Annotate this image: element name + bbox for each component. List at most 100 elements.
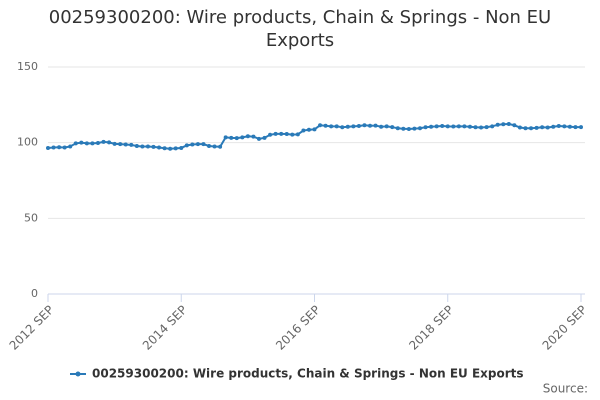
- point: [207, 143, 212, 148]
- point: [467, 124, 472, 129]
- point: [495, 122, 500, 127]
- point: [90, 141, 95, 146]
- point: [84, 141, 89, 146]
- point: [251, 134, 256, 139]
- point: [312, 127, 317, 132]
- point: [540, 125, 545, 130]
- legend-marker: [75, 371, 81, 377]
- point: [68, 144, 73, 149]
- point: [551, 124, 556, 129]
- point: [123, 142, 128, 147]
- point: [46, 145, 50, 150]
- point: [79, 140, 84, 145]
- point: [423, 125, 428, 130]
- point: [562, 124, 567, 129]
- x-tick-label: 2012 SEP: [7, 303, 57, 353]
- point: [301, 128, 306, 133]
- x-tick-label: 2018 SEP: [406, 303, 456, 353]
- point: [340, 125, 345, 130]
- point: [534, 125, 539, 130]
- point: [412, 126, 417, 131]
- y-tick-label: 0: [31, 287, 38, 300]
- point: [579, 125, 583, 130]
- point: [490, 124, 495, 129]
- point: [445, 124, 450, 129]
- point: [279, 131, 284, 136]
- point: [157, 145, 162, 150]
- point: [323, 123, 328, 128]
- point: [57, 145, 62, 150]
- point: [429, 124, 434, 129]
- point: [234, 136, 239, 141]
- point: [573, 125, 578, 130]
- point: [451, 124, 456, 129]
- point: [417, 126, 422, 131]
- point: [140, 144, 145, 149]
- point: [556, 124, 561, 129]
- point: [406, 127, 411, 132]
- point: [118, 142, 123, 147]
- point: [229, 135, 234, 140]
- y-tick-label: 150: [17, 60, 38, 73]
- point: [268, 132, 273, 137]
- point: [212, 144, 217, 149]
- point: [545, 125, 550, 130]
- point: [395, 126, 400, 131]
- point: [373, 123, 378, 128]
- point: [223, 135, 228, 140]
- y-tick-label: 50: [24, 211, 38, 224]
- point: [62, 145, 67, 150]
- point: [262, 135, 267, 140]
- point: [484, 125, 489, 130]
- point: [523, 126, 528, 131]
- point: [356, 124, 361, 129]
- point: [101, 139, 106, 144]
- point: [107, 140, 112, 145]
- point: [245, 134, 250, 139]
- point: [295, 132, 300, 137]
- point: [440, 124, 445, 129]
- point: [529, 126, 534, 131]
- point: [201, 142, 206, 147]
- point: [462, 124, 467, 129]
- point: [129, 142, 134, 147]
- point: [306, 127, 311, 132]
- point: [329, 124, 334, 129]
- source: Source:: [543, 382, 588, 396]
- point: [173, 146, 178, 151]
- point: [434, 124, 439, 129]
- point: [318, 123, 323, 128]
- point: [512, 123, 517, 128]
- point: [273, 131, 278, 136]
- chart-title: 00259300200: Wire products, Chain & Spri…: [48, 7, 552, 51]
- point: [151, 144, 156, 149]
- point: [256, 136, 261, 141]
- point: [290, 132, 295, 137]
- point: [362, 123, 367, 128]
- point: [184, 143, 189, 148]
- point: [379, 124, 384, 129]
- legend-label: 00259300200: Wire products, Chain & Spri…: [92, 367, 524, 381]
- point: [506, 122, 511, 127]
- point: [517, 125, 522, 130]
- point: [168, 146, 173, 151]
- x-tick-label: 2014 SEP: [140, 303, 190, 353]
- point: [345, 124, 350, 129]
- point: [240, 135, 245, 140]
- point: [190, 142, 195, 147]
- point: [501, 122, 506, 127]
- point: [351, 124, 356, 129]
- point: [384, 124, 389, 129]
- point: [195, 142, 200, 147]
- point: [218, 144, 223, 149]
- point: [479, 125, 484, 130]
- point: [95, 140, 100, 145]
- point: [334, 124, 339, 129]
- point: [112, 141, 117, 146]
- point: [368, 123, 373, 128]
- point: [390, 125, 395, 130]
- point: [401, 126, 406, 131]
- point: [179, 145, 184, 150]
